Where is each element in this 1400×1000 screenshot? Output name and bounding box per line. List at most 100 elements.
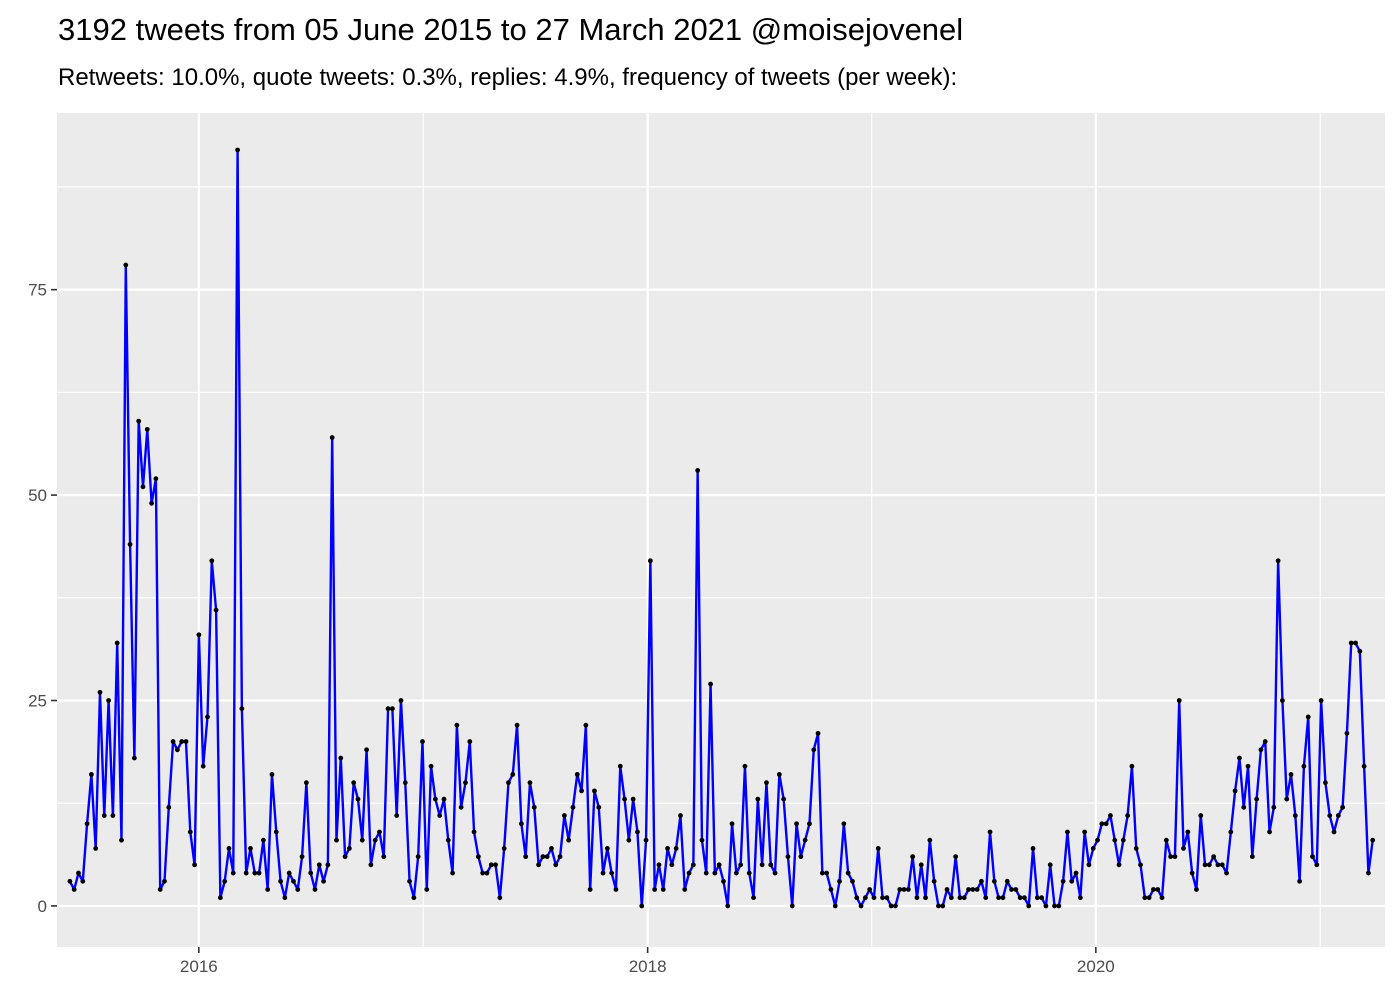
data-point [1022,895,1027,901]
data-point [454,722,460,728]
data-point [432,796,438,802]
data-point [1099,821,1105,827]
data-point [1267,829,1272,835]
data-point [592,788,597,794]
data-point [316,862,322,868]
data-point [1361,763,1367,769]
data-point [488,862,494,868]
data-point [948,895,954,901]
data-point [1082,829,1088,835]
data-point [1142,895,1148,901]
data-point [514,722,520,728]
data-point [342,854,348,860]
data-point [106,698,111,703]
data-point [385,706,391,712]
data-point [858,903,864,909]
data-point [837,878,842,884]
y-tick-label: 50 [28,486,47,505]
data-point [157,887,163,892]
data-point [166,804,172,810]
data-point [1292,813,1298,818]
data-point [1258,747,1264,753]
data-point [183,739,189,744]
data-point [1219,862,1225,868]
data-point [170,739,176,744]
data-point [897,887,903,892]
data-point [1305,714,1311,720]
data-point [807,821,812,827]
data-point [364,747,369,753]
data-point [1340,804,1346,810]
data-point [1280,698,1285,703]
data-point [243,870,249,876]
data-point [119,837,124,843]
data-point [570,804,576,810]
data-point [252,870,258,876]
data-point [1163,837,1169,843]
data-point [682,887,688,892]
data-point [832,903,838,909]
data-point [1254,796,1260,802]
data-point [265,887,271,892]
data-point [772,870,778,876]
data-point [463,780,468,786]
chart-title: 3192 tweets from 05 June 2015 to 27 Marc… [58,12,964,47]
data-point [394,813,400,818]
data-point [308,870,314,876]
data-point [841,821,847,827]
chart-subtitle: Retweets: 10.0%, quote tweets: 0.3%, rep… [58,64,958,91]
data-point [1198,813,1204,818]
data-point [1077,895,1083,901]
data-point [1344,730,1350,736]
data-point [256,870,262,876]
data-point [1103,821,1109,827]
data-point [953,854,959,860]
data-point [983,895,989,901]
data-point [226,846,232,851]
data-point [996,895,1002,901]
data-point [1348,640,1354,646]
data-point [574,772,580,777]
data-point [665,846,670,851]
data-point [703,870,709,876]
data-point [1168,854,1174,860]
data-point [1009,887,1014,892]
data-point [940,903,946,909]
data-point [235,147,240,153]
data-point [506,780,511,786]
data-point [501,846,507,851]
data-point [205,714,210,720]
data-point [114,640,120,646]
data-point [755,796,761,802]
data-point [1013,887,1019,892]
data-point [1176,698,1182,703]
data-point [497,895,503,901]
data-point [854,895,860,901]
data-point [67,878,73,884]
data-point [587,887,593,892]
data-point [815,730,821,736]
data-point [475,854,481,860]
data-point [291,878,296,884]
data-point [445,837,451,843]
data-point [450,870,455,876]
data-point [622,796,627,802]
data-point [617,763,623,769]
data-point [260,837,266,843]
data-point [209,558,215,564]
data-point [424,887,430,892]
data-point [136,418,142,424]
data-point [781,796,787,802]
data-point [346,846,352,851]
data-point [97,689,103,695]
data-point [1133,846,1139,851]
data-point [1116,862,1122,868]
data-point [1172,854,1178,860]
y-tick-label: 75 [28,281,47,300]
data-point [321,878,326,884]
data-point [875,846,881,851]
data-point [93,846,99,851]
data-point [1073,870,1079,876]
data-point [471,829,477,835]
